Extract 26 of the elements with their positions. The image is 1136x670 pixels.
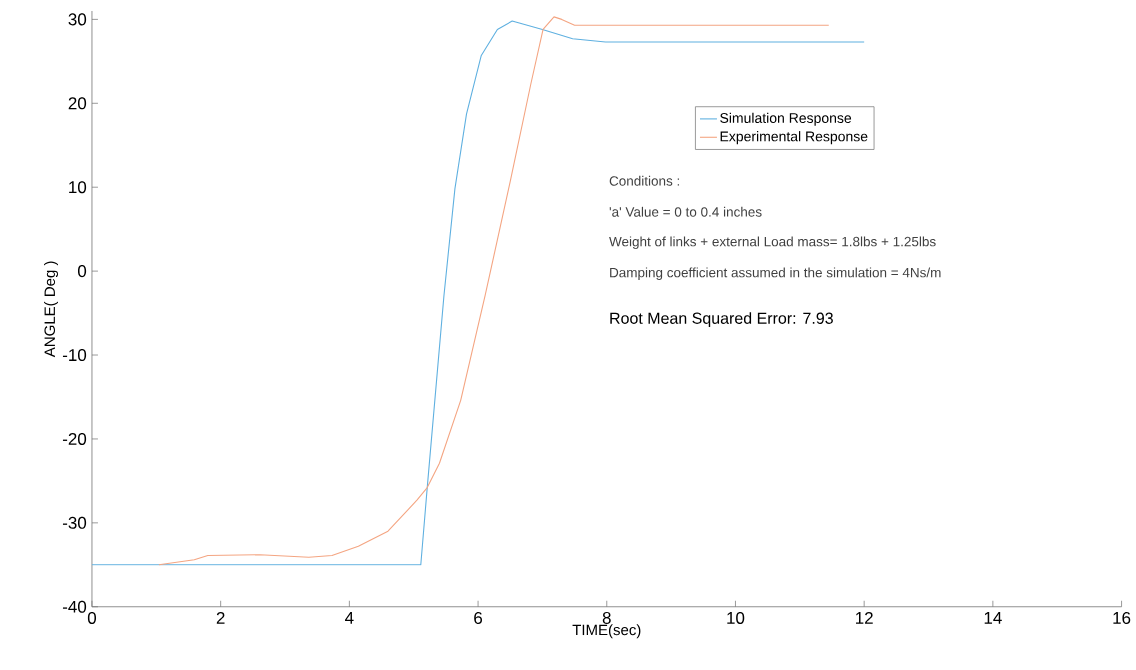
annotation: Conditions : [609, 175, 680, 186]
x-tick-label: 16 [1113, 612, 1131, 625]
annotation: Weight of links + external Load mass= 1.8lbs + 1.25lbs [609, 236, 936, 250]
x-tick-label: 14 [984, 612, 1002, 624]
y-tick-label: 10 [69, 181, 87, 194]
y-tick-label: -20 [62, 433, 87, 446]
annotation: Root Mean Squared Error: 7.93 [610, 312, 833, 328]
y-tick-label: 0 [77, 265, 87, 278]
legend-label: Experimental Response [720, 131, 868, 145]
x-axis-title: TIME(sec) [572, 624, 641, 639]
annotation: 'a' Value = 0 to 0.4 inches [609, 206, 762, 217]
x-tick-label: 8 [602, 612, 611, 625]
x-tick-label: 10 [727, 612, 745, 625]
x-tick-label: 4 [345, 612, 354, 624]
x-tick-label: 12 [856, 612, 873, 624]
x-tick-label: 2 [216, 612, 225, 624]
y-tick-label: -10 [62, 349, 87, 362]
y-tick-label: -30 [62, 516, 87, 529]
y-tick-label: 30 [68, 13, 87, 26]
x-tick-label: 6 [474, 612, 483, 625]
y-tick-label: 20 [68, 97, 87, 110]
annotation: Damping coefficient assumed in the simulation = 4Ns/m [610, 267, 941, 281]
legend-label: Simulation Response [720, 112, 852, 126]
y-axis-title: ANGLE( Deg ) [44, 261, 59, 358]
y-tick-label: -40 [62, 600, 87, 613]
x-tick-label: 0 [87, 612, 97, 625]
